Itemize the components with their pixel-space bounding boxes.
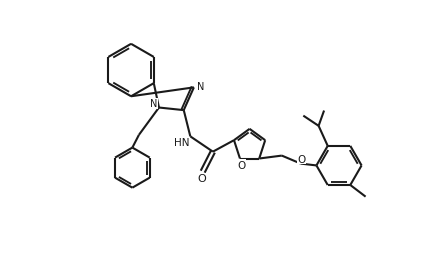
Text: O: O: [297, 154, 305, 164]
Text: O: O: [237, 160, 245, 170]
Text: O: O: [198, 173, 206, 184]
Text: HN: HN: [174, 138, 190, 148]
Text: N: N: [150, 99, 158, 109]
Text: N: N: [197, 81, 204, 91]
